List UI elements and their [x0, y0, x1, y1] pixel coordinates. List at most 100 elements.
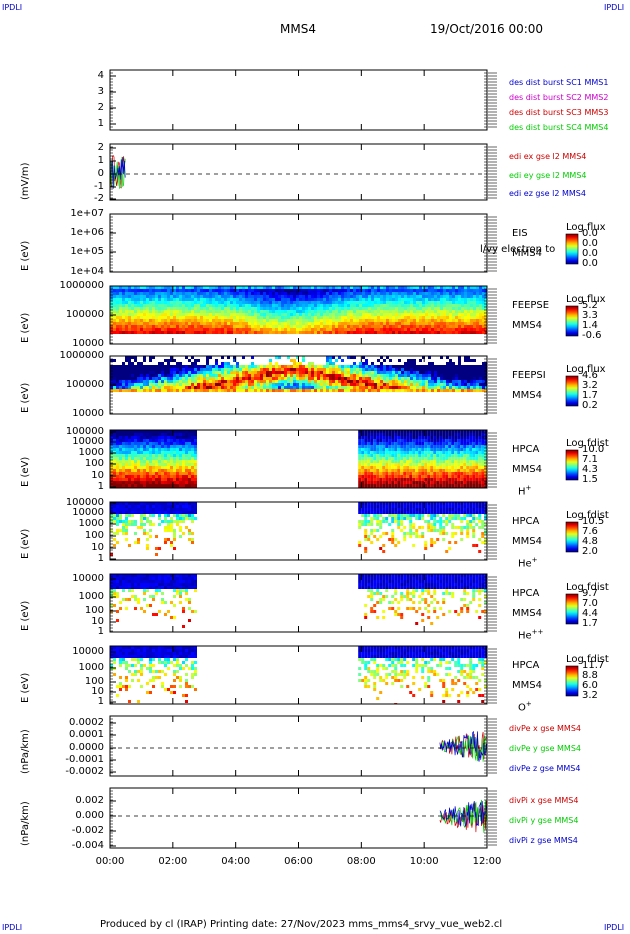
y-tick-label-hpca-hepp: 1: [97, 626, 104, 637]
species-label-hpca-h: H+: [518, 484, 532, 498]
colorbar-hpca-h: [565, 449, 579, 481]
y-tick-label-edi: 0: [97, 168, 104, 179]
y-tick-label-edi: -1: [94, 181, 104, 192]
y-tick-label-hpca-he: 10: [91, 542, 104, 553]
instrument-label-hpca-o: HPCA: [512, 660, 540, 672]
legend-entry-divpe: divPe z gse MMS4: [509, 764, 581, 773]
y-tick-label-hpca-o: 1000: [78, 662, 104, 673]
y-axis-label-hpca-h: E (eV): [20, 456, 31, 487]
y-tick-label-feepsi: 100000: [65, 379, 104, 390]
species-label-hpca-hepp: He++: [518, 628, 544, 642]
panel-frame-des-dist: [109, 69, 488, 131]
y-tick-label-feepse: 1000000: [59, 280, 104, 291]
series-line-divpe-2: [439, 730, 487, 762]
y-tick-label-hpca-o: 10000: [72, 646, 104, 657]
y-tick-label-feepse: 10000: [72, 338, 104, 349]
x-tick-label: 10:00: [409, 856, 439, 867]
datetime-title: 19/Oct/2016 00:00: [430, 22, 544, 36]
y-axis-label-divpi: (nPa/km): [20, 801, 31, 846]
colorbar-title-eis: Log flux: [566, 222, 606, 233]
legend-entry-divpi: divPi x gse MMS4: [509, 796, 579, 805]
legend-entry-edi: edi ey gse l2 MMS4: [509, 170, 587, 180]
legend-entry-divpe: divPe y gse MMS4: [509, 744, 581, 753]
instrument-label-hpca-h: HPCA: [512, 444, 540, 456]
legend-entry-divpe: divPe x gse MMS4: [509, 724, 581, 733]
y-axis-label-hpca-he: E (eV): [20, 528, 31, 559]
colorbar-value-hpca-he: 2.0: [582, 546, 598, 557]
colorbar-title-hpca-he: Log fdist: [566, 510, 609, 521]
colorbar-eis: [565, 233, 579, 265]
species-charge-hpca-he: +: [531, 556, 538, 565]
y-tick-label-divpi: -0.004: [71, 840, 104, 851]
instrument-label-hpca-hepp: HPCA: [512, 588, 540, 600]
colorbar-value-eis: 0.0: [582, 228, 598, 239]
y-axis-label-divpe: (nPa/km): [20, 729, 31, 774]
colorbar-feepsi: [565, 375, 579, 407]
panel-plot-divpi: [439, 799, 487, 833]
y-tick-label-feepsi: 1000000: [59, 350, 104, 361]
instrument-label-feepsi: FEEPSI: [512, 370, 546, 382]
spacecraft-label-feepsi: MMS4: [512, 390, 542, 402]
y-axis-label-feepse: E (eV): [20, 312, 31, 343]
colorbar-value-hpca-he: 4.8: [582, 536, 598, 547]
legend-entry-des-dist: des dist burst SC1 MMS1: [509, 78, 609, 87]
spacecraft-label-eis: MMS4: [512, 248, 542, 260]
y-tick-label-hpca-h: 100000: [65, 426, 104, 437]
colorbar-title-feepse: Log flux: [566, 294, 606, 305]
colorbar-value-hpca-hepp: 4.4: [582, 608, 598, 619]
colorbar-value-hpca-o: 6.0: [582, 680, 598, 691]
colorbar-value-feepsi: 3.2: [582, 380, 598, 391]
species-charge-hpca-h: +: [525, 484, 532, 493]
y-tick-label-hpca-hepp: 10000: [72, 573, 104, 584]
y-axis-label-edi: (mV/m): [20, 162, 31, 201]
overlay-text-eis: l/vy electron to: [480, 244, 556, 255]
colorbar-title-hpca-hepp: Log fdist: [566, 582, 609, 593]
series-line-edi-2: [110, 157, 126, 189]
colorbar-value-eis: 0.0: [582, 258, 598, 269]
y-tick-label-des-dist: 2: [97, 102, 104, 113]
colorbar-value-hpca-he: 10.5: [582, 516, 605, 527]
spacecraft-label-hpca-h: MMS4: [512, 464, 542, 476]
colorbar-hpca-he: [565, 521, 579, 553]
y-tick-label-edi: -2: [94, 193, 104, 204]
colorbar-value-hpca-hepp: 1.7: [582, 618, 598, 629]
legend-entry-edi: edi ex gse l2 MMS4: [509, 152, 587, 161]
x-tick-label: 02:00: [158, 856, 188, 867]
y-tick-label-hpca-o: 1: [97, 696, 104, 707]
colorbar-hpca-hepp: [565, 593, 579, 625]
footer-credit: Produced by cl (IRAP) Printing date: 27/…: [100, 919, 503, 930]
colorbar-title-hpca-h: Log fdist: [566, 438, 609, 449]
panel-plot-hpca-o: [110, 646, 487, 704]
y-tick-label-edi: 1: [97, 155, 104, 166]
colorbar-value-feepsi: 1.7: [582, 390, 598, 401]
spacecraft-title: MMS4: [280, 22, 316, 36]
legend-entry-divpi: divPi y gse MMS4: [509, 816, 579, 825]
colorbar-title-feepsi: Log flux: [566, 364, 606, 375]
colorbar-value-hpca-o: 8.8: [582, 670, 598, 681]
legend-entry-des-dist: des dist burst SC4 MMS4: [509, 123, 609, 132]
y-axis-label-feepsi: E (eV): [20, 382, 31, 413]
y-axis-label-hpca-hepp: E (eV): [20, 600, 31, 631]
corner-label-bottom-left: IPDLI: [2, 923, 23, 932]
y-tick-label-hpca-h: 1000: [78, 447, 104, 458]
panel-frame-divpi: [109, 787, 488, 849]
legend-entry-des-dist: des dist burst SC2 MMS2: [509, 93, 609, 102]
y-tick-label-hpca-hepp: 10: [91, 616, 104, 627]
y-tick-label-des-dist: 1: [97, 118, 104, 129]
y-tick-label-hpca-hepp: 100: [84, 605, 104, 616]
panel-plot-feepsi: [110, 356, 487, 392]
y-tick-label-divpe: -0.0001: [65, 754, 104, 765]
colorbar-value-feepse: 1.4: [582, 320, 598, 331]
y-tick-label-hpca-he: 100000: [65, 497, 104, 508]
x-tick-label: 00:00: [95, 856, 125, 867]
colorbar-value-feepsi: 4.6: [582, 370, 598, 381]
colorbar-value-hpca-h: 10.0: [582, 444, 605, 455]
series-line-divpi-2: [439, 801, 487, 828]
y-tick-label-des-dist: 4: [97, 70, 104, 81]
y-tick-label-hpca-he: 10000: [72, 507, 104, 518]
y-tick-label-divpe: -0.0002: [65, 766, 104, 777]
legend-entry-des-dist: des dist burst SC3 MMS3: [509, 108, 609, 117]
instrument-label-feepse: FEEPSE: [512, 300, 550, 312]
y-tick-label-hpca-h: 10000: [72, 436, 104, 447]
